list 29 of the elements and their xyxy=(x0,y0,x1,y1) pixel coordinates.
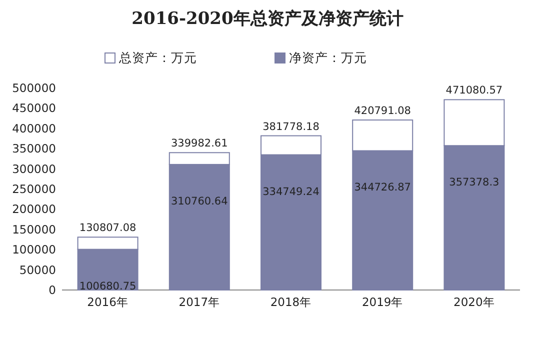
x-tick-label: 2016年 xyxy=(87,295,128,309)
data-label: 310760.64 xyxy=(171,195,228,208)
y-tick-label: 50000 xyxy=(19,262,56,277)
chart-title: 2016-2020年总资产及净资产统计 xyxy=(132,9,404,29)
y-tick-label: 100000 xyxy=(12,242,56,257)
y-tick-label: 300000 xyxy=(12,162,56,176)
legend-label: 净资产：万元 xyxy=(289,50,367,65)
x-tick-label: 2019年 xyxy=(362,295,404,309)
data-label: 100680.75 xyxy=(79,280,136,292)
total-label: 420791.08 xyxy=(354,105,411,117)
x-tick-label: 2018年 xyxy=(270,295,312,309)
y-tick-label: 200000 xyxy=(12,202,56,216)
total-label: 471080.57 xyxy=(446,84,503,97)
x-tick-label: 2020年 xyxy=(454,295,495,309)
total-label: 381778.18 xyxy=(262,120,320,133)
y-tick-label: 400000 xyxy=(12,121,56,136)
y-tick-label: 250000 xyxy=(12,182,56,196)
y-tick-label: 450000 xyxy=(12,101,56,116)
y-tick-label: 350000 xyxy=(12,142,56,156)
data-label: 357378.3 xyxy=(449,176,500,189)
total-label: 339982.61 xyxy=(171,138,228,150)
y-tick-label: 150000 xyxy=(12,222,56,236)
data-label: 334749.24 xyxy=(262,186,320,198)
y-tick-label: 500000 xyxy=(12,81,56,95)
x-tick-label: 2017年 xyxy=(178,295,220,309)
total-label: 130807.08 xyxy=(79,222,136,234)
data-label: 344726.87 xyxy=(354,182,411,194)
legend-label: 总资产：万元 xyxy=(118,50,197,65)
y-tick-label: 0 xyxy=(48,283,56,297)
